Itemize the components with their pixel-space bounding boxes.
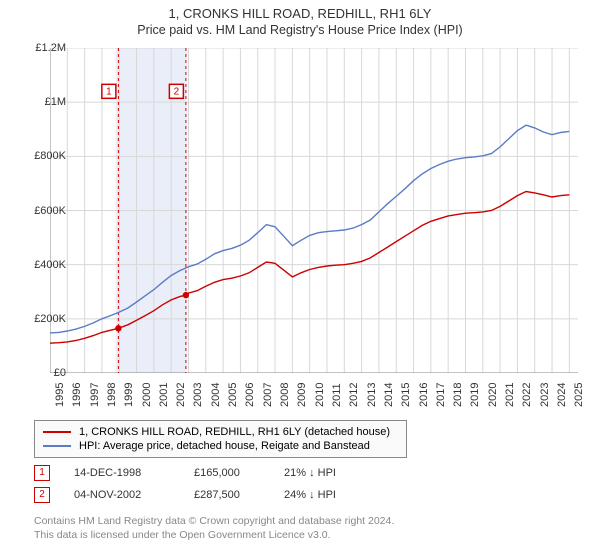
x-tick-label: 2000	[141, 383, 153, 407]
legend-item: 1, CRONKS HILL ROAD, REDHILL, RH1 6LY (d…	[43, 425, 398, 439]
x-tick-label: 1999	[123, 383, 135, 407]
x-tick-label: 2020	[487, 383, 499, 407]
legend-swatch	[43, 445, 71, 447]
transaction-row: 2 04-NOV-2002£287,50024% ↓ HPI	[34, 484, 374, 506]
x-tick-label: 2021	[504, 383, 516, 407]
x-tick-label: 2022	[521, 383, 533, 407]
legend-item: HPI: Average price, detached house, Reig…	[43, 439, 398, 453]
legend-label: HPI: Average price, detached house, Reig…	[79, 440, 370, 452]
x-tick-label: 1996	[71, 383, 83, 407]
transaction-date: 04-NOV-2002	[74, 489, 194, 501]
transaction-marker: 2	[34, 487, 50, 503]
y-tick-label: £800K	[22, 150, 66, 162]
x-tick-label: 2006	[244, 383, 256, 407]
x-tick-label: 2016	[418, 383, 430, 407]
svg-text:2: 2	[174, 86, 180, 97]
x-tick-label: 2001	[158, 383, 170, 407]
plot-area: 12	[50, 48, 578, 373]
x-tick-label: 2014	[383, 383, 395, 407]
footer-line: This data is licensed under the Open Gov…	[34, 528, 394, 542]
chart-subtitle: Price paid vs. HM Land Registry's House …	[0, 21, 600, 37]
transaction-delta: 24% ↓ HPI	[284, 489, 374, 501]
x-tick-label: 2008	[279, 383, 291, 407]
plot-svg: 12	[50, 48, 578, 373]
y-tick-label: £1M	[22, 96, 66, 108]
legend: 1, CRONKS HILL ROAD, REDHILL, RH1 6LY (d…	[34, 420, 407, 458]
transaction-price: £287,500	[194, 489, 284, 501]
chart-container: 1, CRONKS HILL ROAD, REDHILL, RH1 6LY Pr…	[0, 0, 600, 560]
transaction-marker: 1	[34, 465, 50, 481]
x-tick-label: 2013	[366, 383, 378, 407]
x-tick-label: 2002	[175, 383, 187, 407]
x-tick-label: 2011	[331, 383, 343, 407]
x-tick-label: 2023	[539, 383, 551, 407]
x-tick-label: 2025	[573, 383, 585, 407]
transactions-table: 1 14-DEC-1998£165,00021% ↓ HPI 2 04-NOV-200…	[34, 462, 374, 506]
x-tick-label: 2017	[435, 383, 447, 407]
x-tick-label: 1995	[54, 383, 66, 407]
x-tick-label: 2019	[469, 383, 481, 407]
x-tick-label: 2005	[227, 383, 239, 407]
x-tick-label: 1997	[89, 383, 101, 407]
svg-text:1: 1	[106, 86, 112, 97]
transaction-date: 14-DEC-1998	[74, 467, 194, 479]
y-tick-label: £0	[22, 367, 66, 379]
x-tick-label: 2018	[452, 383, 464, 407]
x-tick-label: 2015	[400, 383, 412, 407]
chart-title: 1, CRONKS HILL ROAD, REDHILL, RH1 6LY	[0, 0, 600, 21]
x-tick-label: 2010	[314, 383, 326, 407]
legend-swatch	[43, 431, 71, 433]
x-tick-label: 2012	[348, 383, 360, 407]
x-tick-label: 2004	[210, 383, 222, 407]
transaction-price: £165,000	[194, 467, 284, 479]
y-tick-label: £200K	[22, 313, 66, 325]
x-tick-label: 2024	[556, 383, 568, 407]
x-tick-label: 2003	[192, 383, 204, 407]
transaction-row: 1 14-DEC-1998£165,00021% ↓ HPI	[34, 462, 374, 484]
y-tick-label: £1.2M	[22, 42, 66, 54]
legend-label: 1, CRONKS HILL ROAD, REDHILL, RH1 6LY (d…	[79, 426, 390, 438]
x-tick-label: 1998	[106, 383, 118, 407]
x-tick-label: 2009	[296, 383, 308, 407]
footer-line: Contains HM Land Registry data © Crown c…	[34, 514, 394, 528]
attribution-footer: Contains HM Land Registry data © Crown c…	[34, 514, 394, 542]
transaction-delta: 21% ↓ HPI	[284, 467, 374, 479]
y-tick-label: £600K	[22, 205, 66, 217]
y-tick-label: £400K	[22, 259, 66, 271]
x-tick-label: 2007	[262, 383, 274, 407]
